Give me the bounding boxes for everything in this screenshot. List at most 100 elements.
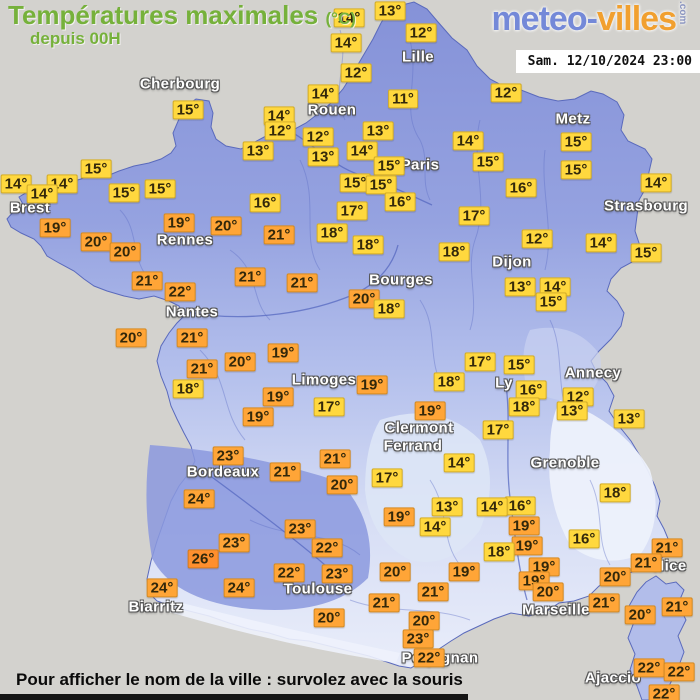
temp-label[interactable]: 18° <box>373 299 405 319</box>
temp-label[interactable]: 19° <box>448 562 480 582</box>
temp-label[interactable]: 12° <box>302 127 334 147</box>
temp-label[interactable]: 19° <box>39 218 71 238</box>
temp-label[interactable]: 20° <box>532 582 564 602</box>
temp-label[interactable]: 20° <box>109 242 141 262</box>
temp-label[interactable]: 20° <box>313 608 345 628</box>
temp-label[interactable]: 23° <box>212 446 244 466</box>
temp-label[interactable]: 20° <box>599 567 631 587</box>
temp-label[interactable]: 14° <box>263 106 295 126</box>
temp-label[interactable]: 14° <box>26 184 58 204</box>
temp-label[interactable]: 11° <box>388 89 418 109</box>
temp-label[interactable]: 21° <box>176 328 208 348</box>
temp-label[interactable]: 14° <box>452 131 484 151</box>
temp-label[interactable]: 16° <box>505 178 537 198</box>
temp-label[interactable]: 13° <box>242 141 274 161</box>
temp-label[interactable]: 19° <box>163 213 195 233</box>
temp-label[interactable]: 18° <box>599 483 631 503</box>
temp-label[interactable]: 21° <box>234 267 266 287</box>
temp-label[interactable]: 20° <box>348 289 380 309</box>
temp-label[interactable]: 21° <box>186 359 218 379</box>
temp-label[interactable]: 21° <box>368 593 400 613</box>
temp-label[interactable]: 19° <box>262 387 294 407</box>
temp-label[interactable]: 26° <box>187 549 219 569</box>
temp-label[interactable]: 12° <box>405 23 437 43</box>
temp-label[interactable]: 12° <box>340 63 372 83</box>
temp-label[interactable]: 18° <box>352 235 384 255</box>
temp-label[interactable]: 22° <box>311 538 343 558</box>
temp-label[interactable]: 14° <box>419 517 451 537</box>
temp-label[interactable]: 17° <box>336 201 368 221</box>
temp-label[interactable]: 23° <box>218 533 250 553</box>
temp-label[interactable]: 15° <box>472 152 504 172</box>
temp-label[interactable]: 19° <box>267 343 299 363</box>
temp-label[interactable]: 22° <box>413 648 445 668</box>
temp-label[interactable]: 15° <box>630 243 662 263</box>
temp-label[interactable]: 15° <box>535 292 567 312</box>
temp-label[interactable]: 13° <box>307 147 339 167</box>
temp-label[interactable]: 13° <box>362 121 394 141</box>
temp-label[interactable]: 21° <box>630 553 662 573</box>
temp-label[interactable]: 15° <box>80 159 112 179</box>
temp-label[interactable]: 13° <box>431 497 463 517</box>
temp-label[interactable]: 15° <box>503 355 535 375</box>
temp-label[interactable]: 20° <box>408 611 440 631</box>
temp-label[interactable]: 15° <box>560 132 592 152</box>
temp-label[interactable]: 20° <box>80 232 112 252</box>
temp-label[interactable]: 19° <box>511 536 543 556</box>
temp-label[interactable]: 18° <box>508 397 540 417</box>
temp-label[interactable]: 15° <box>339 173 371 193</box>
temp-label[interactable]: 16° <box>568 529 600 549</box>
temp-label[interactable]: 17° <box>482 420 514 440</box>
temp-label[interactable]: 19° <box>242 407 274 427</box>
temp-label[interactable]: 23° <box>284 519 316 539</box>
temp-label[interactable]: 18° <box>483 542 515 562</box>
temp-label[interactable]: 13° <box>504 277 536 297</box>
temp-label[interactable]: 15° <box>373 156 405 176</box>
temp-label[interactable]: 20° <box>224 352 256 372</box>
temp-label[interactable]: 12° <box>521 229 553 249</box>
temp-label[interactable]: 21° <box>417 582 449 602</box>
temp-label[interactable]: 15° <box>108 183 140 203</box>
temp-label[interactable]: 14° <box>640 173 672 193</box>
temp-label[interactable]: 16° <box>384 192 416 212</box>
temp-label[interactable]: 18° <box>433 372 465 392</box>
temp-label[interactable]: 21° <box>263 225 295 245</box>
temp-label[interactable]: 13° <box>613 409 645 429</box>
temp-label[interactable]: 14° <box>539 277 571 297</box>
temp-label[interactable]: 14° <box>443 453 475 473</box>
temp-label[interactable]: 14° <box>585 233 617 253</box>
temp-label[interactable]: 15° <box>172 100 204 120</box>
temp-label[interactable]: 15° <box>144 179 176 199</box>
temp-label[interactable]: 21° <box>588 593 620 613</box>
temp-label[interactable]: 21° <box>269 462 301 482</box>
temp-label[interactable]: 20° <box>624 605 656 625</box>
temp-label[interactable]: 24° <box>223 578 255 598</box>
temp-label[interactable]: 14° <box>333 8 365 28</box>
temp-label[interactable]: 24° <box>146 578 178 598</box>
temp-label[interactable]: 20° <box>210 216 242 236</box>
temp-label[interactable]: 20° <box>379 562 411 582</box>
temp-label[interactable]: 20° <box>326 475 358 495</box>
temp-label[interactable]: 15° <box>560 160 592 180</box>
temp-label[interactable]: 13° <box>556 401 588 421</box>
temp-label[interactable]: 12° <box>264 121 296 141</box>
temp-label[interactable]: 22° <box>633 658 665 678</box>
temp-label[interactable]: 19° <box>414 401 446 421</box>
temp-label[interactable]: 19° <box>383 507 415 527</box>
temp-label[interactable]: 15° <box>365 175 397 195</box>
temp-label[interactable]: 22° <box>663 662 695 682</box>
temp-label[interactable]: 19° <box>356 375 388 395</box>
temp-label[interactable]: 14° <box>0 174 32 194</box>
temp-label[interactable]: 22° <box>648 684 680 700</box>
temp-label[interactable]: 22° <box>273 563 305 583</box>
temp-label[interactable]: 20° <box>115 328 147 348</box>
temp-label[interactable]: 24° <box>183 489 215 509</box>
temp-label[interactable]: 18° <box>438 242 470 262</box>
temp-label[interactable]: 23° <box>402 629 434 649</box>
meteo-villes-logo[interactable]: meteo-villes.com <box>491 0 688 39</box>
temp-label[interactable]: 17° <box>313 397 345 417</box>
temp-label[interactable]: 14° <box>330 33 362 53</box>
temp-label[interactable]: 18° <box>316 223 348 243</box>
temp-label[interactable]: 21° <box>661 597 693 617</box>
temp-label[interactable]: 12° <box>490 83 522 103</box>
